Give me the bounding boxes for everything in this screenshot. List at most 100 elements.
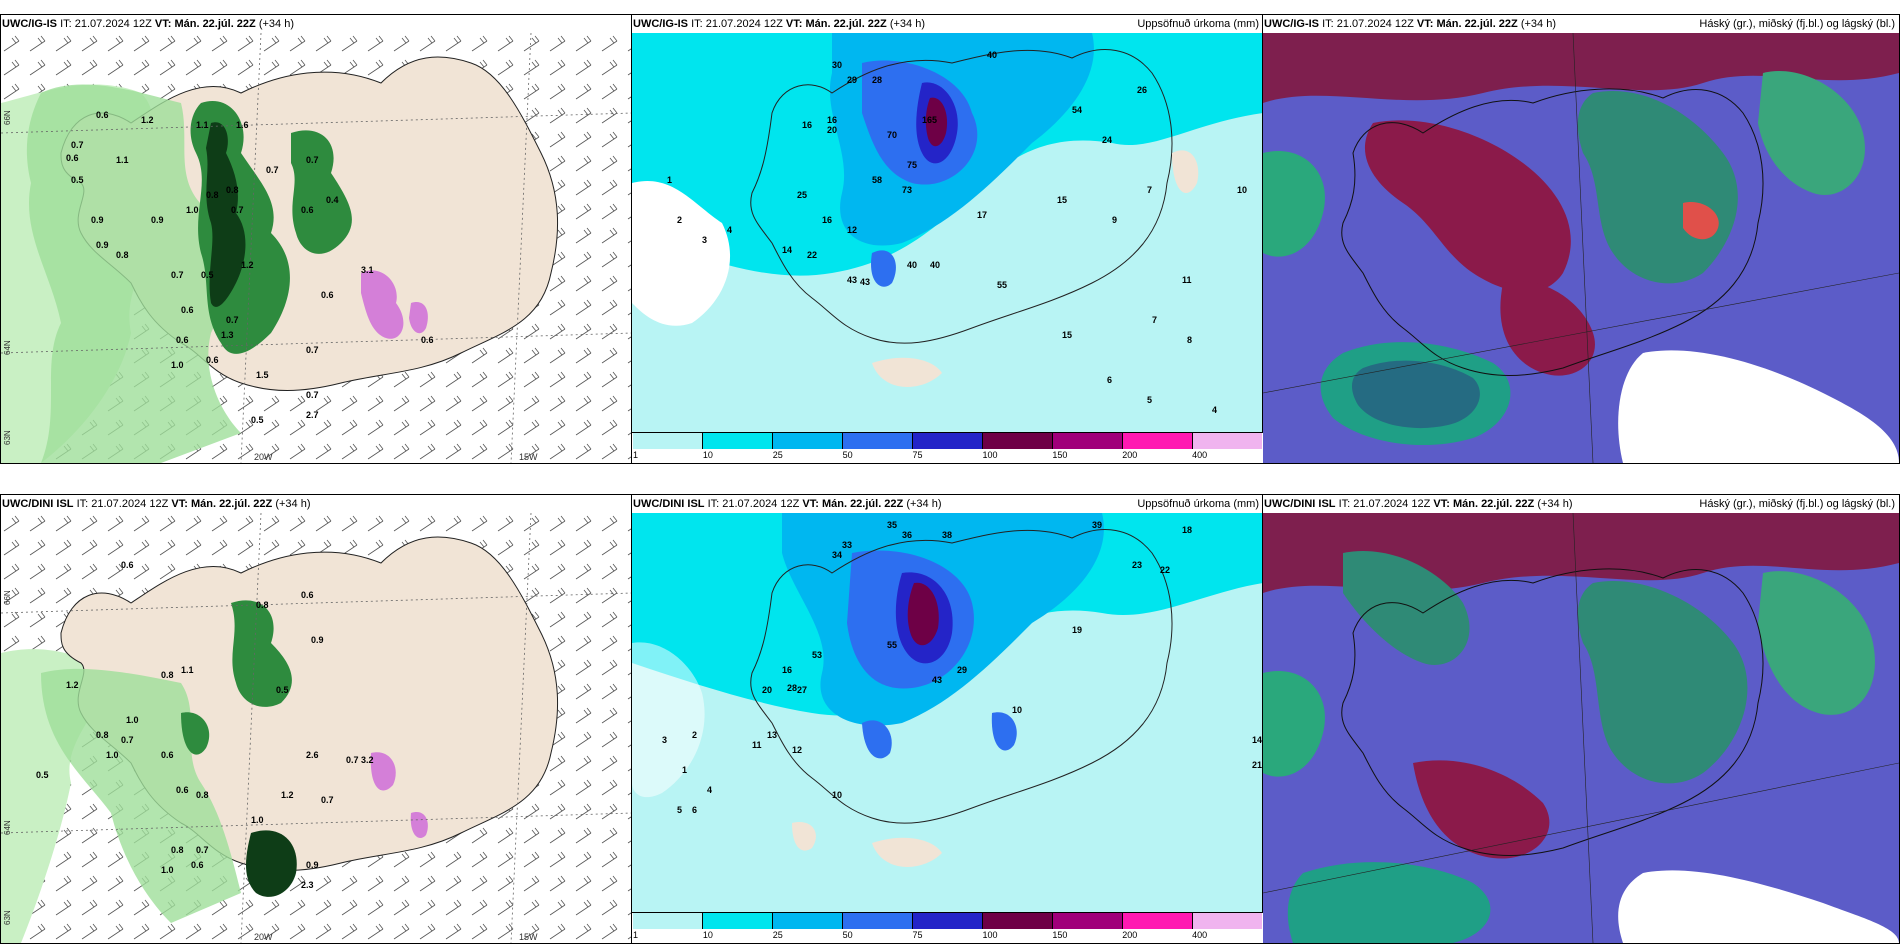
svg-text:0.7: 0.7 xyxy=(231,205,244,215)
svg-text:10: 10 xyxy=(1237,185,1247,195)
svg-text:29: 29 xyxy=(847,75,857,85)
svg-text:29: 29 xyxy=(957,665,967,675)
svg-text:28: 28 xyxy=(872,75,882,85)
panel-field-name: Uppsöfnuð úrkoma (mm) xyxy=(1137,18,1259,30)
svg-text:73: 73 xyxy=(902,185,912,195)
svg-text:11: 11 xyxy=(1182,275,1192,285)
iceland-outline xyxy=(1341,568,1764,856)
svg-text:2.3: 2.3 xyxy=(301,880,314,890)
panel-field-name: Háský (gr.), miðský (fj.bl.) og lágský (… xyxy=(1699,18,1895,30)
svg-text:0.8: 0.8 xyxy=(161,670,174,680)
svg-text:28: 28 xyxy=(787,683,797,693)
lead-time: (+34 h) xyxy=(1537,498,1573,510)
svg-text:1: 1 xyxy=(667,175,672,185)
svg-text:0.7: 0.7 xyxy=(196,845,209,855)
legend-tick-label: 10 xyxy=(702,450,713,460)
svg-text:3.1: 3.1 xyxy=(361,265,374,275)
svg-text:22: 22 xyxy=(1160,565,1170,575)
svg-text:26: 26 xyxy=(1137,85,1147,95)
legend-tick-label: 400 xyxy=(1192,930,1208,940)
svg-text:165: 165 xyxy=(922,115,937,125)
svg-text:9: 9 xyxy=(1112,215,1117,225)
svg-text:55: 55 xyxy=(887,640,897,650)
legend-swatch xyxy=(843,913,913,929)
svg-text:2.7: 2.7 xyxy=(306,410,319,420)
svg-text:5: 5 xyxy=(677,805,682,815)
svg-text:13: 13 xyxy=(767,730,777,740)
svg-text:54: 54 xyxy=(1072,105,1082,115)
legend-swatch xyxy=(1053,433,1123,449)
svg-text:40: 40 xyxy=(987,50,997,60)
precip-map: 30 29 28 40 16 16 20 70 165 75 58 73 25 … xyxy=(632,33,1263,433)
svg-text:12: 12 xyxy=(847,225,857,235)
svg-text:0.6: 0.6 xyxy=(176,335,189,345)
svg-text:0.5: 0.5 xyxy=(276,685,289,695)
svg-text:40: 40 xyxy=(907,260,917,270)
svg-text:43: 43 xyxy=(932,675,942,685)
legend-swatch xyxy=(843,433,913,449)
svg-text:16: 16 xyxy=(782,665,792,675)
svg-text:58: 58 xyxy=(872,175,882,185)
svg-text:75: 75 xyxy=(907,160,917,170)
model-name: UWC/IG-IS xyxy=(633,18,688,30)
svg-text:1.2: 1.2 xyxy=(66,680,79,690)
svg-text:6: 6 xyxy=(692,805,697,815)
svg-text:0.6: 0.6 xyxy=(321,290,334,300)
legend-swatch xyxy=(913,913,983,929)
legend-tick-label: 1 xyxy=(633,930,639,940)
svg-text:0.8: 0.8 xyxy=(171,845,184,855)
legend-swatch xyxy=(1193,913,1262,929)
legend-tick-label: 75 xyxy=(912,450,923,460)
init-time: 21.07.2024 12Z xyxy=(1336,18,1414,30)
panel-dini-isl-clouds: UWC/DINI ISL IT: 21.07.2024 12Z VT: Mán.… xyxy=(1262,494,1900,944)
svg-text:10: 10 xyxy=(832,790,842,800)
legend-tick-label: 25 xyxy=(772,930,783,940)
svg-text:0.7: 0.7 xyxy=(71,140,84,150)
legend-swatch xyxy=(983,433,1053,449)
init-time: 21.07.2024 12Z xyxy=(705,18,783,30)
svg-text:24: 24 xyxy=(1102,135,1112,145)
valid-time: Mán. 22.júl. 22Z xyxy=(190,498,273,510)
svg-text:43: 43 xyxy=(860,277,870,287)
svg-text:0.8: 0.8 xyxy=(96,730,109,740)
svg-text:0.7: 0.7 xyxy=(306,155,319,165)
svg-text:0.5: 0.5 xyxy=(71,175,84,185)
svg-text:0.7: 0.7 xyxy=(306,390,319,400)
init-time: 21.07.2024 12Z xyxy=(91,498,169,510)
svg-text:20: 20 xyxy=(762,685,772,695)
lead-time: (+34 h) xyxy=(1520,18,1556,30)
cloud-cover-map xyxy=(1263,33,1899,463)
panel-title: UWC/DINI ISL IT: 21.07.2024 12Z VT: Mán.… xyxy=(1264,498,1573,510)
svg-text:4: 4 xyxy=(1212,405,1217,415)
wind-precip-map: 0.6 0.8 0.6 0.9 0.8 1.2 1.1 0.5 1.0 0.8 … xyxy=(1,513,632,943)
precip-color-legend: 1 10 25 50 75 100 150 200 400 xyxy=(632,432,1263,463)
svg-text:1.0: 1.0 xyxy=(186,205,199,215)
panel-ig-is-clouds: UWC/IG-IS IT: 21.07.2024 12Z VT: Mán. 22… xyxy=(1262,14,1900,464)
svg-text:3.2: 3.2 xyxy=(361,755,374,765)
model-name: UWC/DINI ISL xyxy=(633,498,705,510)
lead-time: (+34 h) xyxy=(906,498,942,510)
svg-text:0.7: 0.7 xyxy=(121,735,134,745)
svg-text:0.6: 0.6 xyxy=(206,355,219,365)
cloud-cover-map xyxy=(1263,513,1899,943)
svg-text:38: 38 xyxy=(942,530,952,540)
panel-title: UWC/DINI ISL IT: 21.07.2024 12Z VT: Mán.… xyxy=(2,498,311,510)
svg-text:17: 17 xyxy=(977,210,987,220)
valid-time: Mán. 22.júl. 22Z xyxy=(174,18,256,30)
legend-swatch xyxy=(983,913,1053,929)
svg-text:33: 33 xyxy=(842,540,852,550)
svg-text:16: 16 xyxy=(822,215,832,225)
svg-text:3: 3 xyxy=(702,235,707,245)
lead-time: (+34 h) xyxy=(275,498,311,510)
iceland-outline xyxy=(750,529,1173,824)
svg-text:0.9: 0.9 xyxy=(306,860,319,870)
panel-ig-is-accumulated-precip: UWC/IG-IS IT: 21.07.2024 12Z VT: Mán. 22… xyxy=(631,14,1264,464)
svg-text:10: 10 xyxy=(1012,705,1022,715)
svg-text:0.9: 0.9 xyxy=(151,215,164,225)
svg-text:25: 25 xyxy=(797,190,807,200)
svg-text:0.5: 0.5 xyxy=(201,270,214,280)
legend-tick-label: 50 xyxy=(842,930,853,940)
legend-tick-label: 200 xyxy=(1122,450,1138,460)
svg-text:0.6: 0.6 xyxy=(181,305,194,315)
svg-text:21: 21 xyxy=(1252,760,1262,770)
